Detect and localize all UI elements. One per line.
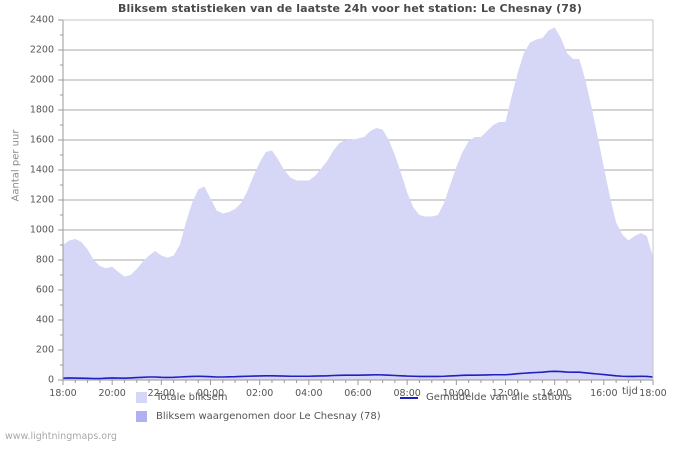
plot-frame xyxy=(62,19,654,381)
legend-swatch-station xyxy=(136,411,147,422)
y-tick-label: 2200 xyxy=(29,44,54,56)
y-tick-label: 1400 xyxy=(29,164,54,176)
x-tick-label: 04:00 xyxy=(295,388,323,399)
x-tick-label: 12:00 xyxy=(491,388,520,399)
legend-item-total[interactable]: Totale bliksem xyxy=(136,392,227,403)
y-tick-label: 2000 xyxy=(29,74,54,86)
page-title: Bliksem statistieken van de laatste 24h … xyxy=(118,2,582,15)
x-tick-label: 18:00 xyxy=(49,388,77,399)
x-tick-label: 22:00 xyxy=(147,388,176,399)
x-tick-label: 20:00 xyxy=(98,388,126,399)
y-tick-label: 1800 xyxy=(29,104,54,116)
y-tick-label: 200 xyxy=(35,344,54,356)
footer-url: www.lightningmaps.org xyxy=(5,431,117,442)
legend-item-station[interactable]: Bliksem waargenomen door Le Chesnay (78) xyxy=(136,411,381,422)
legend-swatch-total xyxy=(136,392,147,403)
x-tick-label: 16:00 xyxy=(590,388,618,399)
y-tick-label: 400 xyxy=(35,314,54,326)
x-tick-label: 18:00 xyxy=(639,388,667,399)
legend-label-station: Bliksem waargenomen door Le Chesnay (78) xyxy=(156,411,381,422)
y-tick-label: 1000 xyxy=(29,224,54,236)
y-tick-label: 800 xyxy=(35,254,54,266)
x-tick-label: 08:00 xyxy=(393,388,421,399)
legend-item-average[interactable]: Gemiddelde van alle stations xyxy=(400,392,572,403)
x-axis-title: tijd xyxy=(622,386,638,397)
legend-label-total: Totale bliksem xyxy=(156,392,228,403)
y-tick-label: 600 xyxy=(35,284,54,296)
y-tick-label: 0 xyxy=(47,374,54,386)
chart-legend: Totale bliksem Bliksem waargenomen door … xyxy=(0,392,700,432)
x-tick-label: 00:00 xyxy=(196,388,225,399)
x-tick-label: 02:00 xyxy=(245,388,274,399)
total-lightning-area xyxy=(63,27,653,380)
x-tick-label: 10:00 xyxy=(442,388,471,399)
y-tick-label: 1200 xyxy=(29,194,54,206)
y-tick-label: 2400 xyxy=(29,14,54,26)
average-stations-line xyxy=(62,370,654,380)
legend-label-average: Gemiddelde van alle stations xyxy=(426,392,572,403)
legend-line-average xyxy=(400,396,418,399)
x-tick-label: 06:00 xyxy=(344,388,372,399)
y-tick-label: 1600 xyxy=(29,134,54,146)
x-tick-label: 14:00 xyxy=(540,388,569,399)
